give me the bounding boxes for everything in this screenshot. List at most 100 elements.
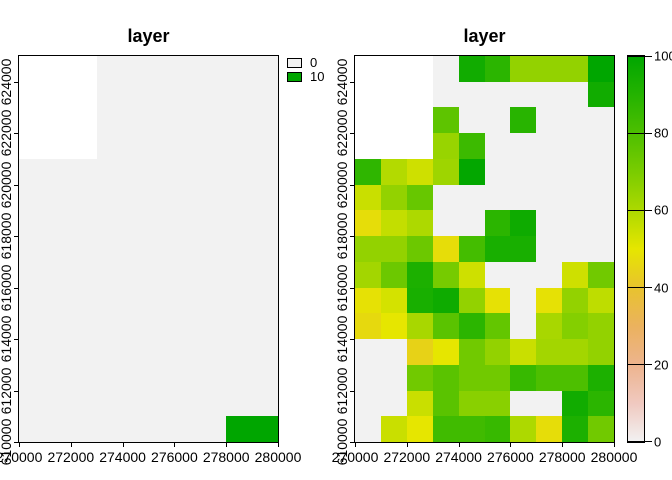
legend-swatch [287, 71, 302, 82]
raster-cell [536, 82, 562, 107]
y-axis-tick-label: 618000 [334, 212, 350, 260]
raster-cell [433, 82, 459, 107]
raster-cell [174, 339, 200, 365]
raster-cell [97, 262, 123, 288]
raster-cell [226, 313, 252, 339]
raster-cell [588, 107, 614, 133]
raster-cell [485, 288, 510, 313]
raster-cell [19, 210, 45, 236]
raster-cell-na [381, 107, 407, 133]
y-axis-tick-label: 610000 [334, 418, 350, 466]
raster-cell [19, 416, 45, 442]
raster-cell [510, 185, 536, 210]
raster-cell-na [407, 56, 433, 82]
raster-cell [149, 133, 174, 159]
y-axis-tick [14, 81, 19, 83]
raster-cell [536, 416, 562, 442]
raster-cell [459, 391, 485, 416]
raster-cell [433, 56, 459, 82]
colorbar-tick-extension [644, 364, 652, 366]
x-axis-tick-label: 278000 [202, 449, 250, 465]
raster-cell [355, 210, 381, 236]
raster-cell-na [355, 107, 381, 133]
raster-cell [459, 210, 485, 236]
y-axis-tick-label: 616000 [0, 264, 14, 311]
raster-cell [381, 262, 407, 288]
raster-cell [174, 391, 200, 416]
raster-cell [174, 262, 200, 288]
raster-cell [407, 159, 433, 185]
raster-cell [226, 56, 252, 82]
raster-cell [510, 262, 536, 288]
raster-cell [123, 262, 149, 288]
raster-cell [485, 262, 510, 288]
raster-cell [588, 82, 614, 107]
raster-cell [355, 339, 381, 365]
raster-cell [149, 313, 174, 339]
colorbar-legend: 0 20 40 60 80 100 [627, 49, 672, 450]
colorbar-tick-label: 40 [654, 280, 669, 296]
x-axis-tick-label: 278000 [538, 449, 586, 465]
raster-cell [536, 56, 562, 82]
raster-cell [97, 56, 123, 82]
raster-cell [459, 56, 485, 82]
raster-cell [562, 391, 588, 416]
raster-cell-na [19, 107, 45, 133]
raster-cell [562, 133, 588, 159]
raster-cell [536, 159, 562, 185]
raster-cell [459, 185, 485, 210]
raster-cell [588, 365, 614, 391]
y-axis-tick-label: 624000 [334, 58, 350, 106]
raster-cell [433, 133, 459, 159]
raster-cell [149, 107, 174, 133]
colorbar-tick [628, 364, 644, 366]
x-axis-tick [122, 442, 124, 447]
colorbar-tick-label: 0 [654, 434, 662, 450]
raster-cell [588, 416, 614, 442]
raster-cell [45, 365, 71, 391]
raster-cell [562, 262, 588, 288]
right-plot-title: layer [463, 26, 506, 46]
y-axis-tick [14, 287, 19, 289]
raster-cell [45, 262, 71, 288]
raster-cell [433, 339, 459, 365]
y-axis-tick-label: 610000 [0, 418, 14, 466]
raster-cell [174, 133, 200, 159]
raster-cell [407, 236, 433, 262]
raster-cell [71, 262, 97, 288]
raster-cell [562, 185, 588, 210]
x-axis-tick [614, 442, 615, 447]
raster-cell [588, 288, 614, 313]
raster-cell [19, 288, 45, 313]
raster-cell [562, 365, 588, 391]
raster-cell [381, 313, 407, 339]
left-plot-area [18, 55, 279, 443]
raster-cell [226, 288, 252, 313]
raster-cell [485, 339, 510, 365]
raster-cell-na [381, 82, 407, 107]
raster-cell [433, 107, 459, 133]
raster-cell [200, 210, 226, 236]
raster-cell [536, 133, 562, 159]
raster-cell-na [381, 56, 407, 82]
raster-cell [485, 313, 510, 339]
raster-cell [485, 210, 510, 236]
x-axis-tick [226, 442, 228, 447]
x-axis-tick-label: 270000 [0, 449, 43, 465]
y-axis-tick [14, 184, 19, 186]
raster-cell [510, 107, 536, 133]
raster-cell [174, 56, 200, 82]
raster-cell [510, 391, 536, 416]
raster-cell [381, 236, 407, 262]
raster-cell [562, 416, 588, 442]
raster-cell [123, 365, 149, 391]
colorbar-tick [628, 132, 644, 134]
raster-cell [562, 82, 588, 107]
raster-cell [562, 339, 588, 365]
raster-cell [536, 262, 562, 288]
raster-cell [19, 365, 45, 391]
x-axis-tick [562, 442, 564, 447]
y-axis-tick-label: 620000 [334, 161, 350, 209]
raster-cell [407, 339, 433, 365]
y-axis-tick [350, 236, 355, 238]
